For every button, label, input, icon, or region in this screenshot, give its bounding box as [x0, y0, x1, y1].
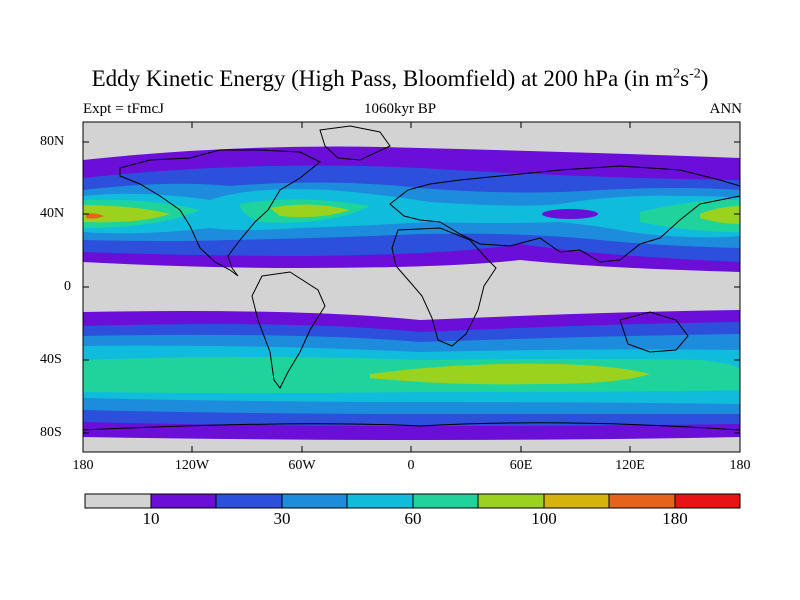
colorbar-label-10: 10: [142, 509, 160, 528]
colorbar-bin-10: [675, 494, 740, 508]
colorbar-label-100: 100: [531, 509, 557, 528]
season-label: ANN: [709, 101, 743, 117]
lon-label-180w: 180: [72, 458, 94, 473]
colorbar-bin-9: [609, 494, 675, 508]
lat-label-40s: 40S: [40, 352, 62, 367]
colorbar-bin-8: [544, 494, 609, 508]
colorbar-bin-1: [85, 494, 151, 508]
colorbar-label-180: 180: [662, 509, 688, 528]
colorbar-bin-2: [151, 494, 216, 508]
lon-label-60w: 60W: [288, 458, 316, 473]
experiment-label: Expt = tFmcJ: [83, 101, 164, 117]
colorbar-bin-4: [282, 494, 347, 508]
colorbar-bin-5: [347, 494, 413, 508]
colorbar-bin-6: [413, 494, 478, 508]
colorbar: [84, 493, 741, 509]
colorbar-label-60: 60: [404, 509, 422, 528]
map-field: [83, 122, 740, 452]
lat-label-equator: 0: [64, 279, 71, 294]
map-title: Eddy Kinetic Energy (High Pass, Bloomfie…: [91, 66, 709, 91]
lon-label-180e: 180: [729, 458, 751, 473]
lon-label-120w: 120W: [174, 458, 210, 473]
coastlines: [83, 125, 740, 431]
nh-band-60-80: [83, 199, 740, 232]
nh-band-max: [86, 213, 104, 219]
lon-label-0: 0: [407, 458, 415, 473]
lat-label-80s: 80S: [40, 425, 62, 440]
lat-label-40n: 40N: [40, 206, 65, 221]
sh-band-80-100: [370, 363, 650, 385]
period-label: 1060kyr BP: [363, 101, 437, 117]
lon-label-60e: 60E: [509, 458, 533, 473]
colorbar-bin-7: [478, 494, 544, 508]
nh-band-45-60: [83, 189, 740, 238]
colorbar-label-30: 30: [273, 509, 291, 528]
lat-label-80n: 80N: [40, 134, 65, 149]
nh-band-indent: [542, 209, 598, 219]
lon-label-120e: 120E: [615, 458, 645, 473]
axis-ticks: [83, 122, 740, 452]
colorbar-bin-3: [216, 494, 282, 508]
